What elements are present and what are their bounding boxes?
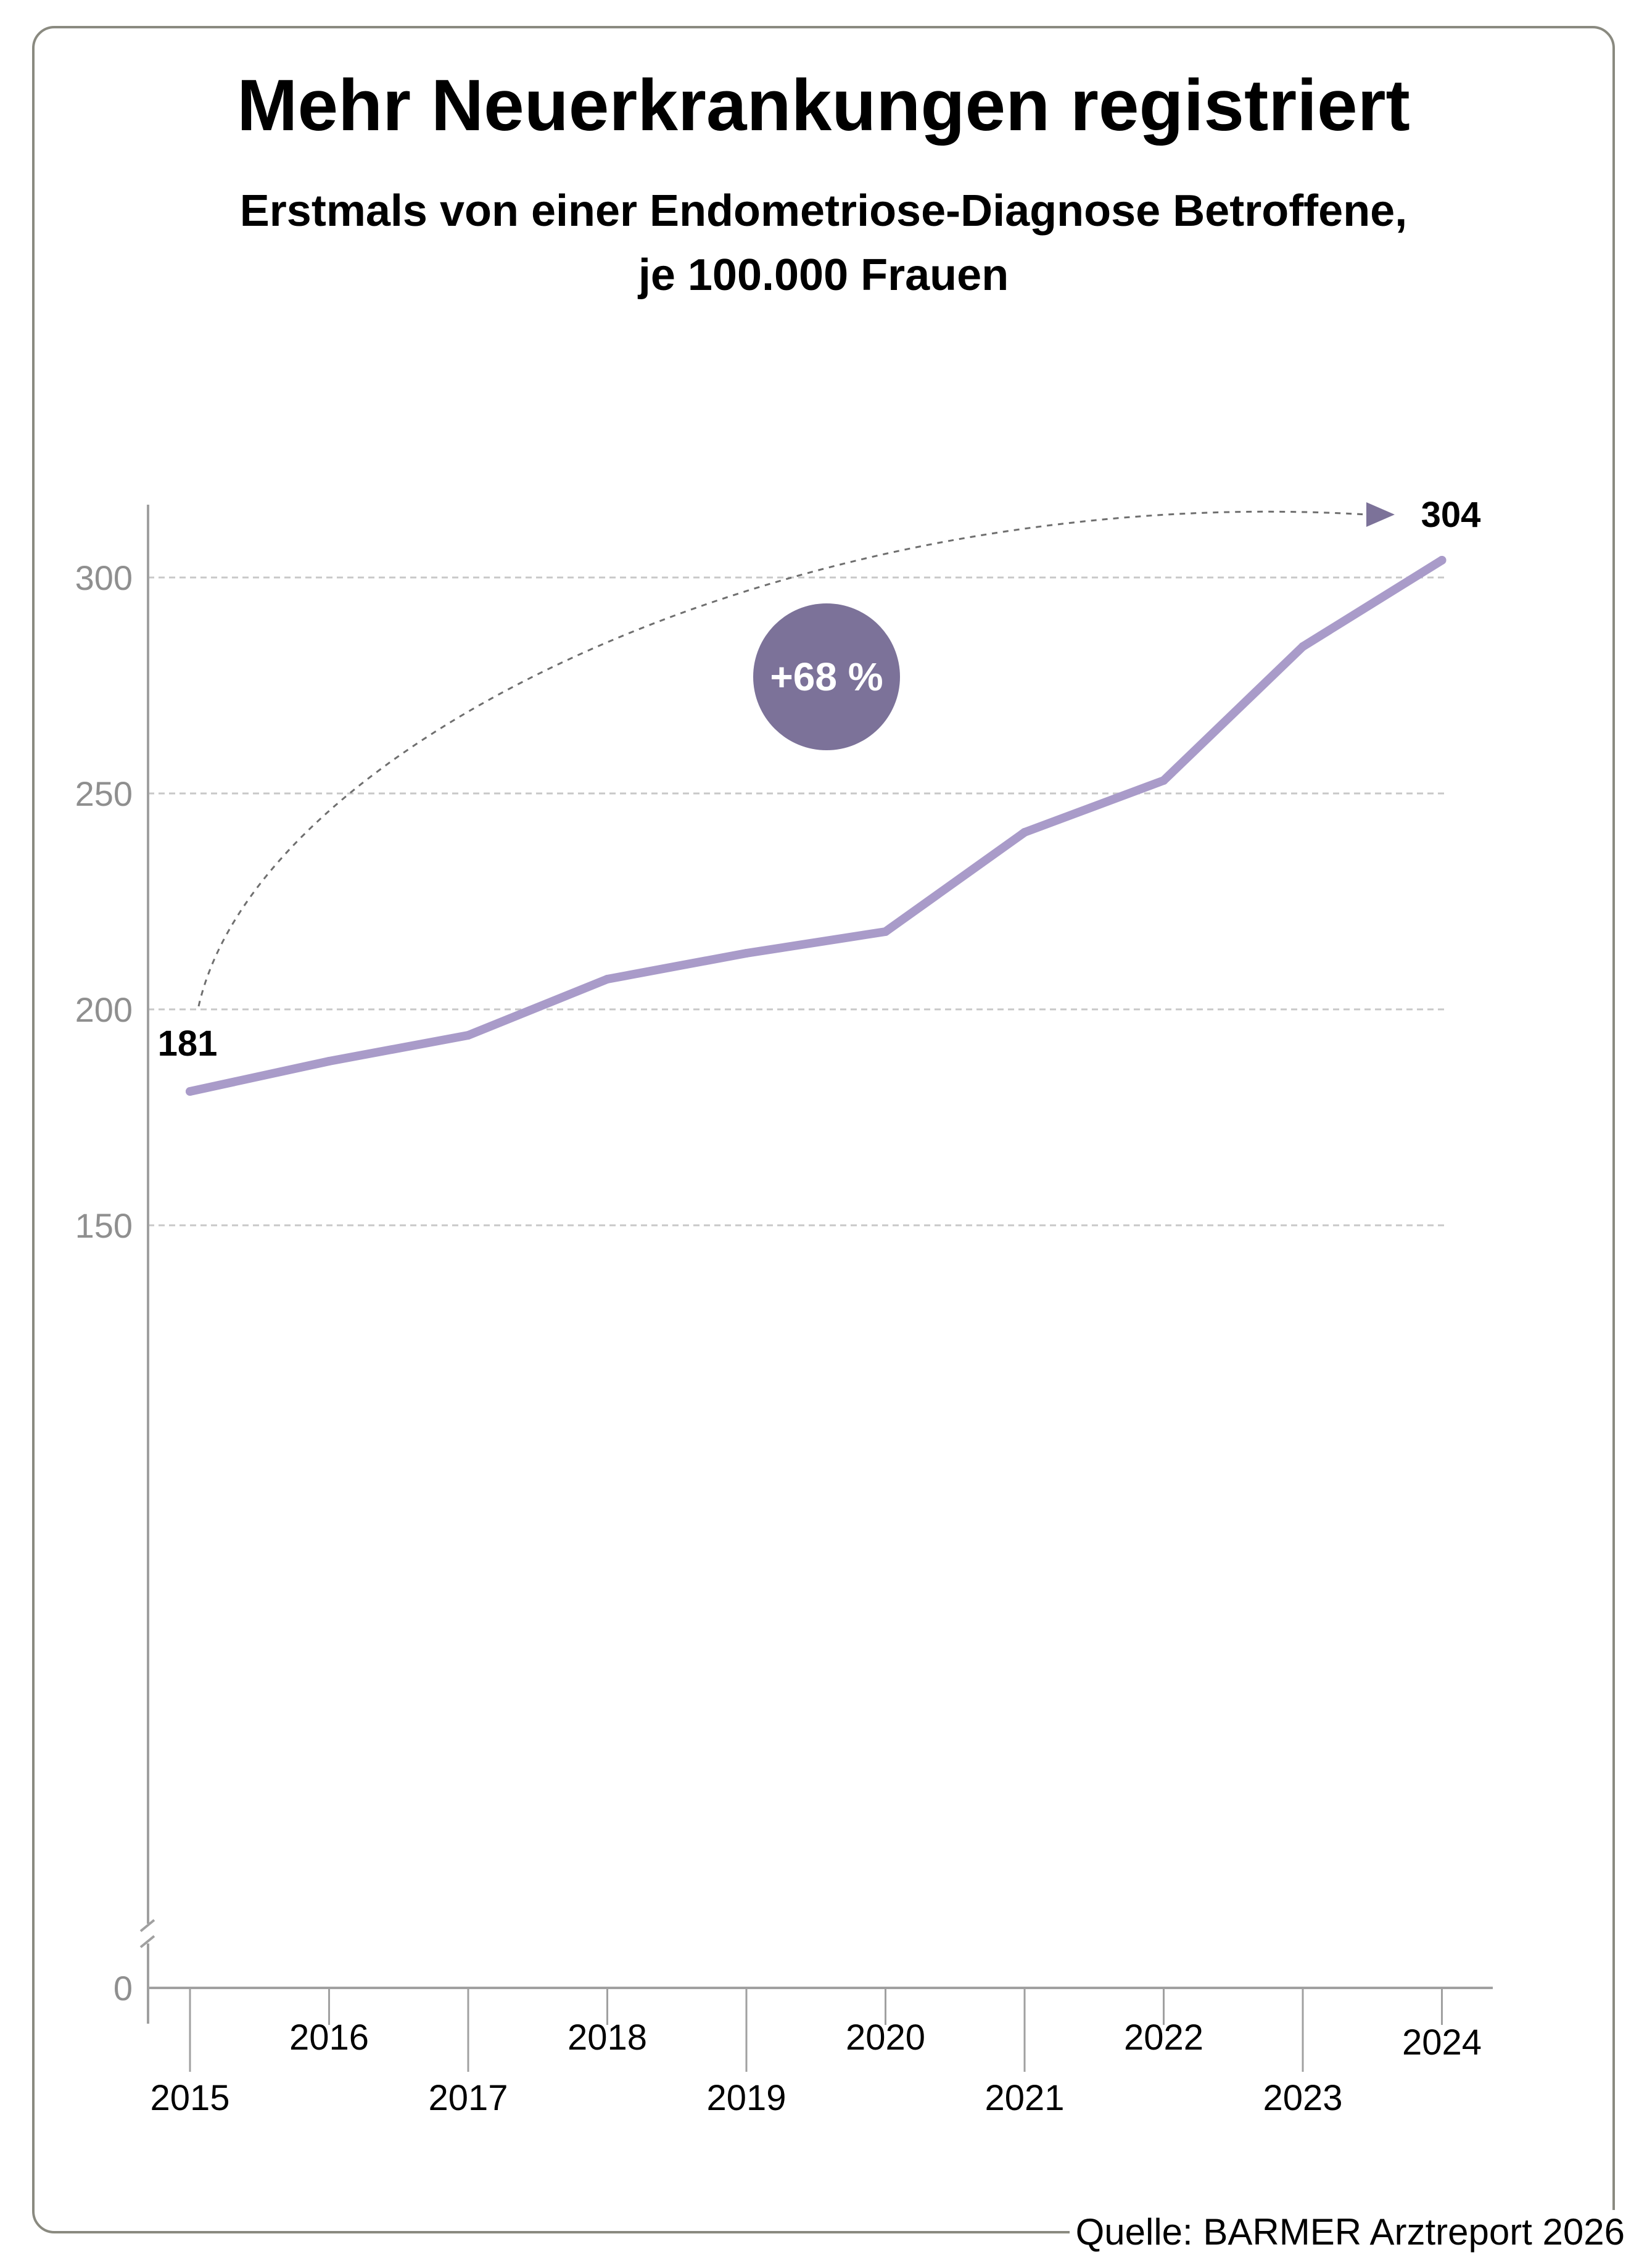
y-tick-label: 150 — [75, 1206, 133, 1245]
data-point — [186, 1087, 194, 1096]
x-tick-label: 2017 — [428, 2078, 508, 2118]
source-note: Quelle: BARMER Arztreport 2026 — [1069, 2210, 1625, 2254]
y-tick-label: 0 — [114, 1969, 133, 2008]
series-line — [186, 556, 1447, 1096]
data-point — [1437, 556, 1447, 565]
x-tick-label: 2020 — [846, 2018, 925, 2058]
x-tick-label: 2024 — [1402, 2022, 1482, 2063]
change-badge-label: +68 % — [770, 655, 883, 699]
change-arc — [197, 510, 1367, 1007]
x-tick-label: 2023 — [1263, 2078, 1342, 2118]
data-point — [1159, 776, 1168, 785]
x-tick-label: 2016 — [289, 2018, 369, 2058]
y-tick-label: 300 — [75, 558, 133, 597]
data-point — [464, 1031, 473, 1040]
data-point — [1020, 828, 1029, 837]
chart-subtitle: Erstmals von einer Endometriose-Diagnose… — [0, 179, 1647, 308]
x-tick-label: 2019 — [706, 2078, 786, 2118]
data-point — [1298, 642, 1307, 651]
change-arrowhead — [1366, 502, 1395, 527]
end-value-label: 304 — [1421, 495, 1481, 535]
chart-frame — [32, 26, 1615, 2233]
data-point — [881, 927, 890, 936]
axis-break-mark — [139, 1919, 155, 1932]
x-tick-label: 2015 — [150, 2078, 229, 2118]
data-point — [324, 1057, 334, 1066]
x-tick-label: 2022 — [1124, 2018, 1203, 2058]
y-tick-label: 250 — [75, 774, 133, 813]
start-value-label: 181 — [158, 1024, 218, 1064]
subtitle-line-2: je 100.000 Frauen — [638, 250, 1009, 300]
axis-break-mark — [139, 1935, 155, 1948]
x-tick-label: 2021 — [984, 2078, 1064, 2118]
chart-title: Mehr Neuerkrankungen registriert — [237, 65, 1410, 146]
subtitle-line-1: Erstmals von einer Endometriose-Diagnose… — [239, 186, 1408, 236]
data-point — [742, 949, 751, 958]
data-point — [603, 975, 612, 983]
y-tick-label: 200 — [75, 990, 133, 1029]
change-badge — [753, 603, 900, 750]
x-tick-label: 2018 — [568, 2018, 647, 2058]
